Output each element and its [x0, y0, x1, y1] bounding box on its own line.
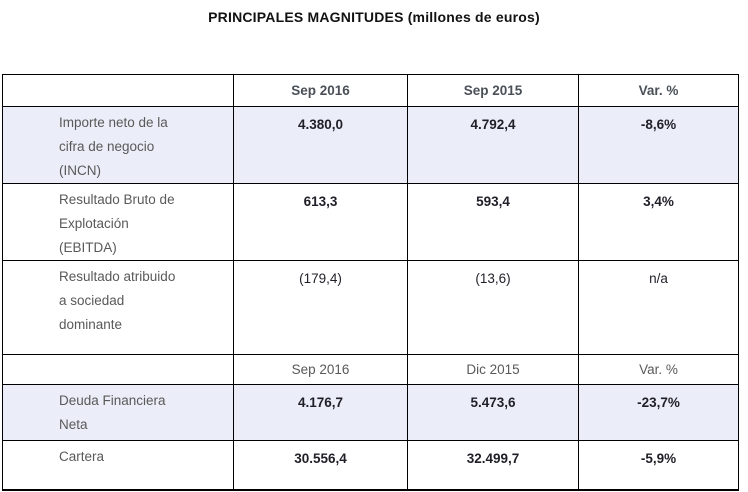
value-sep-2016: 4.176,7 — [233, 384, 408, 441]
header-var-pct: Var. % — [578, 74, 739, 107]
table-row-deuda-financiera: Deuda Financiera Neta 4.176,7 5.473,6 -2… — [2, 384, 739, 441]
metric-label: Deuda Financiera Neta — [2, 384, 234, 441]
value-sep-2016: 30.556,4 — [233, 440, 408, 491]
metric-label: Importe neto de la cifra de negocio (INC… — [2, 106, 234, 184]
metric-label: Resultado Bruto de Explotación (EBITDA) — [2, 183, 234, 261]
header-sep-2016: Sep 2016 — [233, 74, 408, 107]
header-var-pct: Var. % — [578, 354, 739, 385]
value-var-pct: -8,6% — [578, 106, 739, 184]
value-sep-2016: 613,3 — [233, 183, 408, 261]
metric-label: Cartera — [2, 440, 234, 491]
financial-magnitudes-table: Sep 2016 Sep 2015 Var. % Importe neto de… — [2, 74, 739, 491]
metric-label: Resultado atribuido a sociedad dominante — [2, 260, 234, 355]
value-sep-2015: 4.792,4 — [407, 106, 579, 184]
header-sep-2015: Sep 2015 — [407, 74, 579, 107]
value-dic-2015: 32.499,7 — [407, 440, 579, 491]
header-row-top: Sep 2016 Sep 2015 Var. % — [2, 74, 739, 107]
value-var-pct: n/a — [578, 260, 739, 355]
value-sep-2015: (13,6) — [407, 260, 579, 355]
table-row-resultado-atribuido: Resultado atribuido a sociedad dominante… — [2, 260, 739, 355]
value-dic-2015: 5.473,6 — [407, 384, 579, 441]
header-dic-2015: Dic 2015 — [407, 354, 579, 385]
value-sep-2016: (179,4) — [233, 260, 408, 355]
page-title: PRINCIPALES MAGNITUDES (millones de euro… — [208, 9, 540, 25]
header-empty-cell — [2, 354, 234, 385]
value-var-pct: -23,7% — [578, 384, 739, 441]
value-sep-2015: 593,4 — [407, 183, 579, 261]
table-row-incn: Importe neto de la cifra de negocio (INC… — [2, 106, 739, 184]
header-empty-cell — [2, 74, 234, 107]
value-sep-2016: 4.380,0 — [233, 106, 408, 184]
value-var-pct: 3,4% — [578, 183, 739, 261]
header-row-mid: Sep 2016 Dic 2015 Var. % — [2, 354, 739, 385]
table-row-cartera: Cartera 30.556,4 32.499,7 -5,9% — [2, 440, 739, 491]
table-row-ebitda: Resultado Bruto de Explotación (EBITDA) … — [2, 183, 739, 261]
header-sep-2016: Sep 2016 — [233, 354, 408, 385]
value-var-pct: -5,9% — [578, 440, 739, 491]
